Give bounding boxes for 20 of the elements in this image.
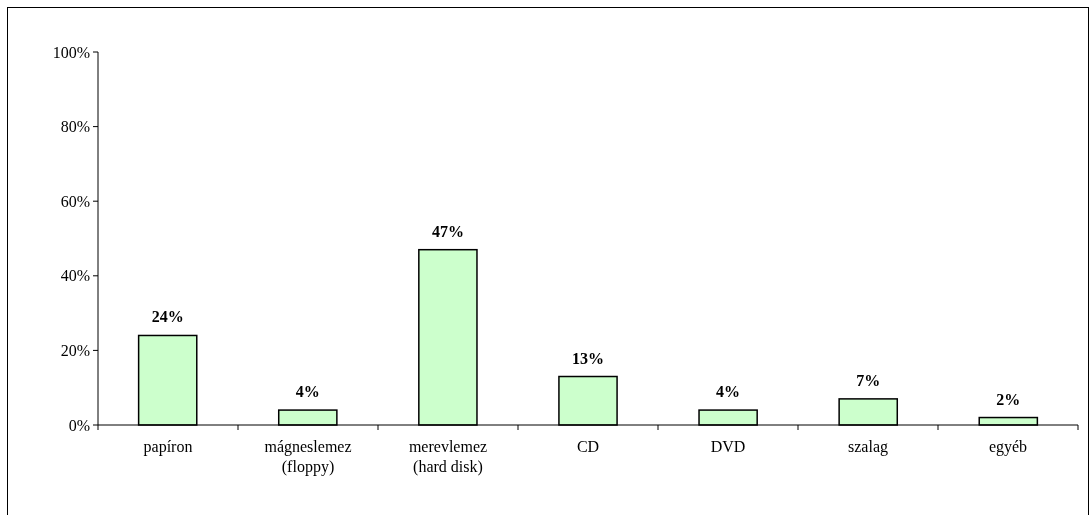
data-label: 7% xyxy=(856,371,881,389)
x-tick-label: merevlemez (hard disk) xyxy=(408,438,488,476)
data-label: 24% xyxy=(151,308,184,326)
x-tick-label: papíron xyxy=(143,438,193,456)
x-tick-label: CD xyxy=(576,438,600,455)
x-tick-label: mágneslemez (floppy) xyxy=(264,438,352,476)
y-tick-label: 40% xyxy=(60,267,90,285)
y-tick-label: 100% xyxy=(52,43,90,61)
y-tick-label: 60% xyxy=(60,192,90,210)
x-tick-label: DVD xyxy=(710,438,746,455)
y-tick-label: 20% xyxy=(60,342,90,359)
data-label: 2% xyxy=(996,390,1021,408)
x-tick-label: egyéb xyxy=(988,438,1028,456)
y-tick-label: 0% xyxy=(68,416,90,434)
y-tick-label: 80% xyxy=(60,118,90,136)
data-label: 4% xyxy=(716,383,741,401)
data-label: 4% xyxy=(295,383,320,401)
data-label: 47% xyxy=(431,222,464,240)
data-label: 13% xyxy=(572,349,604,367)
x-tick-label: szalag xyxy=(848,438,888,456)
